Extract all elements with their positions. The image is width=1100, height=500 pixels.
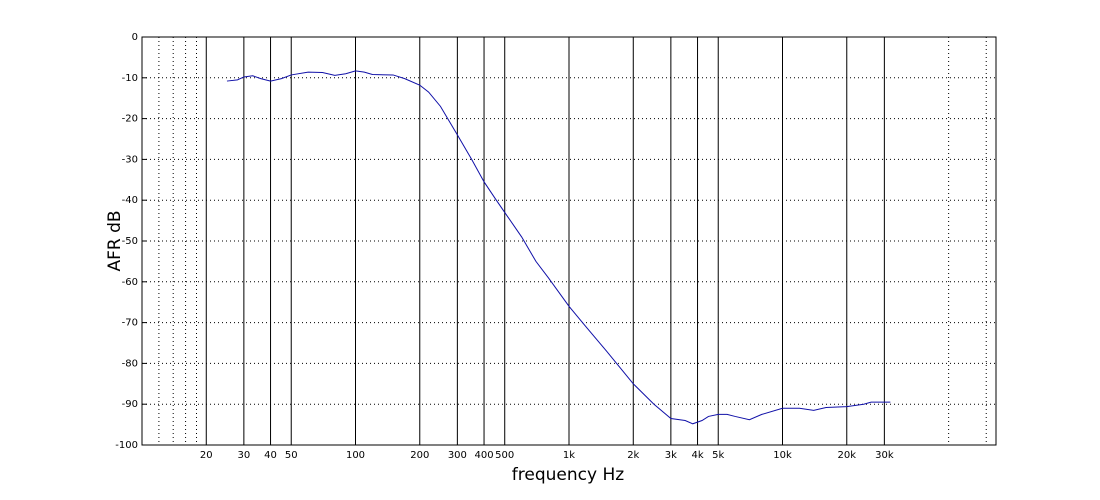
x-tick-label: 10k xyxy=(773,450,792,461)
x-tick-label: 4k xyxy=(691,450,703,461)
y-tick-label: -20 xyxy=(122,114,138,125)
x-tick-label: 50 xyxy=(285,450,298,461)
y-axis-label: AFR dB xyxy=(105,210,125,271)
y-tick-label: -30 xyxy=(122,154,138,165)
x-tick-label: 500 xyxy=(495,450,514,461)
x-tick-label: 400 xyxy=(474,450,493,461)
x-tick-label: 3k xyxy=(665,450,677,461)
x-tick-label: 30 xyxy=(237,450,250,461)
y-tick-label: -40 xyxy=(122,195,138,206)
x-tick-label: 300 xyxy=(448,450,467,461)
x-tick-label: 200 xyxy=(410,450,429,461)
y-tick-label: -80 xyxy=(122,358,138,369)
x-tick-label: 5k xyxy=(712,450,724,461)
x-tick-label: 1k xyxy=(563,450,575,461)
x-tick-label: 100 xyxy=(346,450,365,461)
y-tick-label: -50 xyxy=(122,236,138,247)
x-tick-label: 20k xyxy=(838,450,857,461)
x-tick-label: 2k xyxy=(627,450,639,461)
y-tick-label: -60 xyxy=(122,277,138,288)
data-line xyxy=(226,70,891,425)
plot-frame xyxy=(141,36,997,446)
y-tick-label: -90 xyxy=(122,399,138,410)
y-tick-label: -100 xyxy=(115,440,138,451)
y-tick-label: -70 xyxy=(122,318,138,329)
y-tick-label: -10 xyxy=(122,73,138,84)
x-tick-label: 40 xyxy=(264,450,277,461)
x-tick-label: 30k xyxy=(875,450,894,461)
y-tick-label: 0 xyxy=(132,32,138,43)
x-axis-label: frequency Hz xyxy=(512,465,624,485)
x-tick-label: 20 xyxy=(200,450,213,461)
